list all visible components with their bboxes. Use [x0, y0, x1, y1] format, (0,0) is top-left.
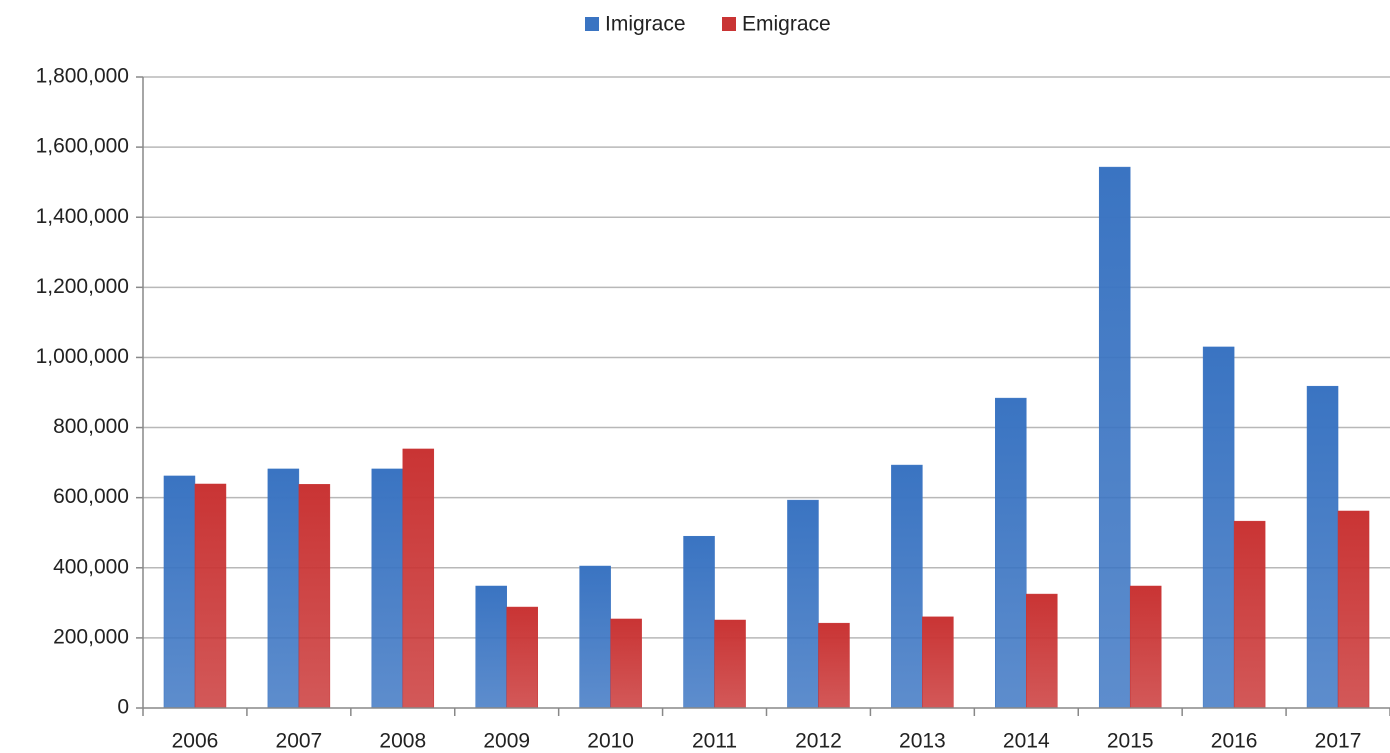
bar	[1026, 593, 1058, 709]
bar	[475, 585, 507, 709]
y-tick-label: 200,000	[53, 625, 129, 648]
x-tick-label: 2011	[692, 730, 737, 753]
legend-label: Emigrace	[742, 13, 831, 36]
bar	[402, 448, 435, 709]
x-tick-label: 2009	[483, 730, 530, 753]
bar	[787, 499, 819, 709]
bar	[891, 464, 923, 709]
x-tick-label: 2014	[1003, 730, 1050, 753]
y-tick-label: 400,000	[53, 555, 129, 578]
bar	[1129, 585, 1162, 709]
bar	[714, 619, 746, 709]
x-tick-label: 2012	[795, 730, 842, 753]
x-tick-label: 2007	[276, 730, 323, 753]
bar	[1233, 520, 1266, 709]
x-tick-label: 2006	[172, 730, 219, 753]
bar	[267, 468, 300, 709]
legend-label: Imigrace	[605, 13, 686, 36]
bar	[610, 618, 642, 709]
y-tick-label: 1,800,000	[36, 65, 129, 88]
bar	[579, 565, 611, 709]
bar	[922, 616, 954, 709]
y-tick-label: 800,000	[53, 415, 129, 438]
bar	[1306, 385, 1339, 709]
bar	[1202, 346, 1235, 709]
bar	[163, 475, 196, 709]
x-tick-label: 2016	[1211, 730, 1258, 753]
legend-swatch	[722, 17, 736, 31]
bar	[683, 535, 715, 709]
bar	[371, 468, 404, 709]
y-tick-label: 1,000,000	[36, 345, 129, 368]
bar	[194, 483, 227, 709]
y-tick-label: 0	[117, 696, 129, 719]
bar	[506, 606, 538, 709]
y-tick-label: 1,200,000	[36, 275, 129, 298]
y-tick-label: 1,600,000	[36, 135, 129, 158]
y-tick-label: 1,400,000	[36, 205, 129, 228]
x-tick-label: 2015	[1107, 730, 1154, 753]
x-tick-label: 2017	[1315, 730, 1362, 753]
bar	[1337, 510, 1370, 709]
bar	[818, 622, 850, 709]
bar	[995, 397, 1027, 709]
bar	[298, 484, 331, 709]
x-tick-label: 2008	[379, 730, 426, 753]
y-tick-label: 600,000	[53, 485, 129, 508]
x-tick-label: 2010	[587, 730, 634, 753]
x-tick-label: 2013	[899, 730, 946, 753]
legend-swatch	[585, 17, 599, 31]
bar	[1098, 166, 1131, 709]
